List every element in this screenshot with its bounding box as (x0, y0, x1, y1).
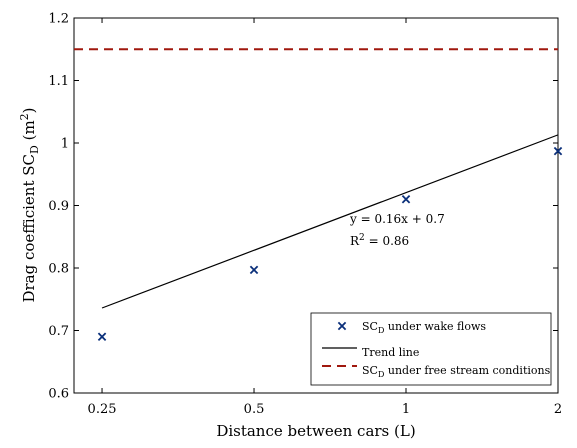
x-tick-label: 0.25 (88, 402, 117, 417)
y-axis-label: Drag coefficient SCD (m2) (18, 107, 41, 302)
y-tick-label: 0.7 (48, 324, 69, 339)
legend-box (310, 312, 552, 386)
x-axis-ticks: 0.25 0.5 1 2 (88, 18, 562, 417)
series-layer (74, 48, 563, 341)
x-tick-label: 2 (554, 402, 562, 417)
legend-label-free-stream: SCD under free stream conditions (362, 364, 551, 379)
x-tick-label: 0.5 (244, 402, 265, 417)
data-point-marker (97, 332, 107, 341)
r-squared-annotation: R2 = 0.86 (350, 233, 409, 248)
x-tick-label: 1 (402, 402, 410, 417)
y-tick-label: 0.9 (48, 199, 69, 214)
equation-annotation: y = 0.16x + 0.7 (349, 212, 445, 226)
data-point-marker (553, 146, 563, 156)
y-axis-ticks: 0.6 0.7 0.8 0.9 1 1.1 1.2 (48, 12, 558, 402)
data-point-marker (401, 195, 411, 204)
trend-line (101, 134, 559, 309)
y-tick-label: 1.1 (48, 74, 69, 89)
legend-key-wake-flows (337, 321, 347, 331)
y-tick-label: 0.8 (48, 262, 69, 277)
legend: SCD under wake flows Trend line SCD unde… (310, 312, 552, 386)
y-tick-label: 0.6 (48, 387, 69, 402)
data-point-marker (249, 265, 259, 275)
y-tick-label: 1 (61, 137, 69, 152)
x-axis-label: Distance between cars (L) (216, 422, 415, 440)
legend-label-trend-line: Trend line (362, 346, 419, 359)
y-tick-label: 1.2 (48, 12, 69, 27)
legend-label-wake-flows: SCD under wake flows (362, 320, 486, 335)
